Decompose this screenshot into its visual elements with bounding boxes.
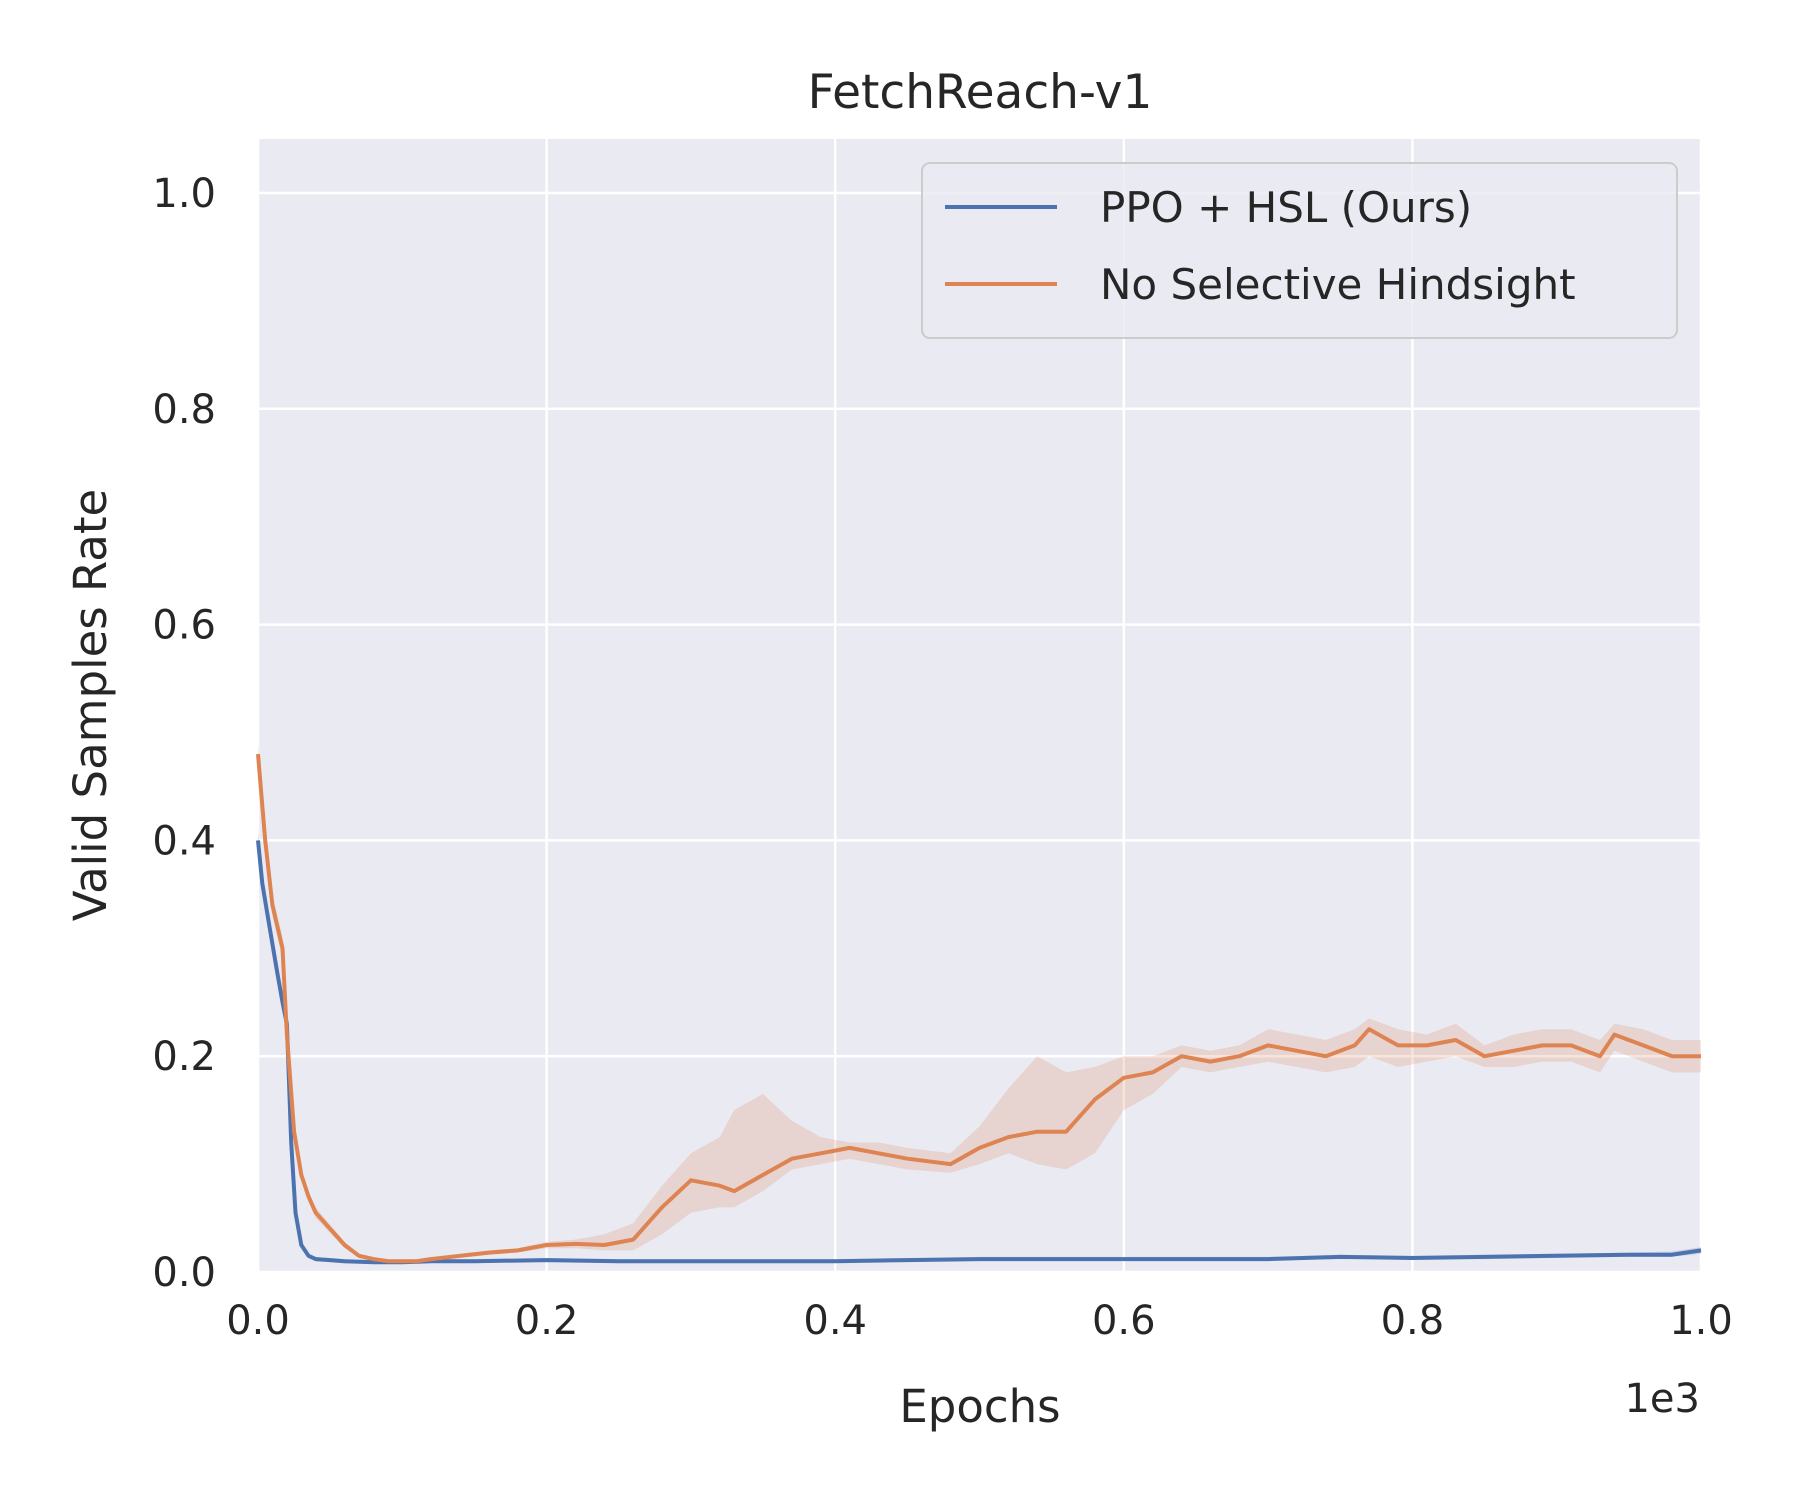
confidence-bands (258, 743, 1701, 1264)
y-axis-label: Valid Samples Rate (64, 489, 117, 921)
x-offset-label: 1e3 (1624, 1376, 1700, 1422)
y-tick-label: 0.4 (152, 818, 216, 864)
x-tick-label: 0.0 (226, 1298, 290, 1344)
grid (256, 139, 1703, 1274)
y-tick-label: 0.0 (152, 1250, 216, 1296)
legend-label-no-selective-hindsight: No Selective Hindsight (1100, 260, 1576, 309)
legend-label-ppo-hsl: PPO + HSL (Ours) (1100, 183, 1472, 232)
x-tick-label: 0.4 (803, 1298, 867, 1344)
x-tick-label: 1.0 (1669, 1298, 1733, 1344)
line-no-selective-hindsight (256, 753, 1701, 1264)
y-tick-label: 0.8 (152, 387, 216, 433)
band-no-selective-hindsight (258, 743, 1701, 1264)
y-tick-label: 0.6 (152, 603, 216, 649)
legend: PPO + HSL (Ours) No Selective Hindsight (921, 162, 1678, 339)
legend-box (921, 162, 1678, 339)
x-tick-label: 0.8 (1381, 1298, 1445, 1344)
series-lines (256, 753, 1702, 1265)
line-ppo-hsl (256, 840, 1702, 1265)
chart-title: FetchReach-v1 (808, 65, 1153, 120)
x-tick-label: 0.6 (1092, 1298, 1156, 1344)
x-axis-label: Epochs (899, 1380, 1060, 1433)
y-tick-labels: 0.0 0.2 0.4 0.6 0.8 1.0 (152, 171, 216, 1296)
x-tick-labels: 0.0 0.2 0.4 0.6 0.8 1.0 (226, 1298, 1733, 1344)
y-tick-label: 1.0 (152, 171, 216, 217)
y-tick-label: 0.2 (152, 1034, 216, 1080)
x-tick-label: 0.2 (515, 1298, 579, 1344)
